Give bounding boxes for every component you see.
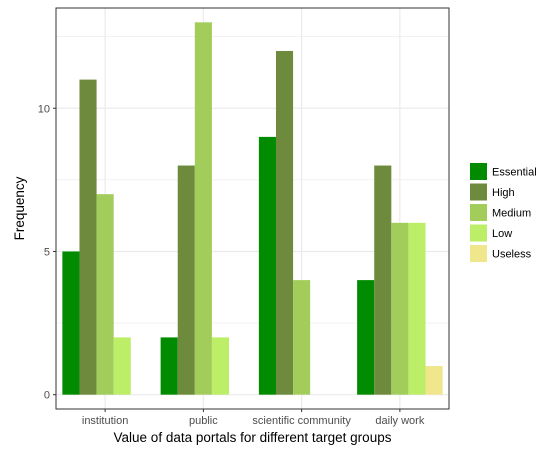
legend-key-high — [470, 183, 487, 201]
bar-essential-scientific-community — [258, 136, 276, 395]
y-axis-title: Frequency — [12, 176, 27, 240]
legend-key-medium — [470, 204, 487, 221]
legend-label-high: High — [492, 187, 515, 199]
bar-medium-scientific-community — [293, 280, 311, 395]
legend-key-low — [470, 224, 487, 242]
y-tick-label: 5 — [44, 246, 50, 258]
bar-medium-institution — [96, 194, 114, 395]
bars — [62, 22, 443, 395]
bar-low-daily-work — [408, 222, 426, 395]
x-tick-label: public — [189, 415, 218, 427]
legend-label-low: Low — [492, 228, 512, 240]
bar-essential-daily-work — [357, 280, 375, 395]
x-tick-label: daily work — [375, 415, 424, 427]
bar-essential-public — [160, 337, 178, 395]
bar-high-institution — [79, 79, 97, 395]
y-tick-label: 0 — [44, 390, 50, 402]
x-axis-ticks: institution public scientific community dai… — [82, 409, 425, 427]
x-tick-label: institution — [82, 415, 128, 427]
panel-border — [55, 7, 450, 410]
bar-low-public — [211, 337, 230, 395]
bar-low-institution — [113, 337, 131, 395]
bar-high-public — [177, 165, 195, 395]
legend-label-essential: Essential — [492, 167, 537, 179]
bar-high-scientific-community — [275, 50, 294, 395]
x-tick-label: scientific community — [252, 415, 351, 427]
legend-key-useless — [470, 245, 487, 262]
bar-medium-public — [194, 22, 212, 395]
legend: Essential High Medium Low Useless — [470, 163, 537, 262]
legend-label-medium: Medium — [492, 208, 531, 220]
legend-key-essential — [470, 163, 487, 180]
bar-useless-daily-work — [425, 366, 443, 395]
y-tick-label: 10 — [38, 103, 50, 115]
legend-label-useless: Useless — [492, 249, 532, 261]
y-axis-ticks: 0 5 10 — [38, 103, 56, 402]
bar-high-daily-work — [374, 165, 392, 395]
bar-medium-daily-work — [391, 222, 409, 395]
bar-essential-institution — [62, 251, 80, 395]
x-axis-title: Value of data portals for different targ… — [114, 430, 392, 445]
